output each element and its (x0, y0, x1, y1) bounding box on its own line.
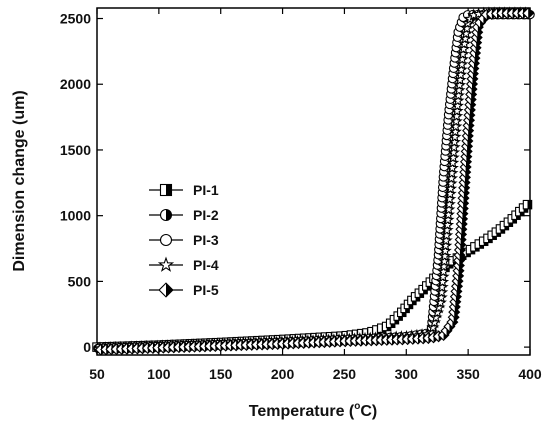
axis-ticks: 50 100 150 200 250 300 350 400 0 500 1000 1500 2000 2… (60, 8, 542, 382)
legend-label: PI-5 (193, 282, 219, 298)
x-tick-label: 200 (271, 366, 295, 382)
plot-frame (96, 7, 531, 356)
marker-diamond-fill (528, 8, 534, 19)
y-tick-label: 500 (68, 273, 92, 289)
legend-label: PI-1 (193, 182, 219, 198)
marker-open-circle (159, 233, 173, 247)
y-tick-label: 1000 (60, 208, 91, 224)
legend-entry: PI-5 (149, 282, 219, 298)
x-tick-label: 350 (456, 366, 480, 382)
legend-marker (159, 183, 173, 197)
marker-square-fill (166, 184, 172, 196)
legend-marker (158, 282, 174, 298)
legend-entry: PI-4 (149, 256, 219, 273)
legend: PI-1 PI-2 PI-3 PI-4 PI-5 (149, 182, 219, 298)
marker-star (157, 256, 175, 272)
x-tick-label: 300 (395, 366, 419, 382)
x-axis-title: Temperature (oC) (249, 401, 378, 420)
y-tick-label: 2000 (60, 76, 91, 92)
legend-entry: PI-3 (149, 232, 219, 248)
y-axis-title: Dimension change (um) (11, 90, 28, 271)
legend-marker (159, 208, 173, 222)
series-layer (92, 6, 535, 356)
x-axis-title-main: Temperature ( (249, 403, 355, 420)
legend-label: PI-3 (193, 232, 219, 248)
marker-diamond-fill (166, 283, 173, 297)
marker-square-fill (527, 200, 532, 209)
data-point (522, 199, 533, 210)
series-pi-5 (94, 7, 535, 356)
x-tick-label: 150 (209, 366, 233, 382)
legend-marker (159, 233, 173, 247)
y-tick-label: 0 (83, 339, 91, 355)
x-tick-label: 50 (89, 366, 105, 382)
legend-label: PI-2 (193, 207, 219, 223)
data-point (522, 7, 535, 20)
x-tick-label: 250 (333, 366, 357, 382)
legend-marker (157, 256, 175, 272)
marker-circle-fill (166, 209, 172, 221)
x-axis-title-unit: C) (360, 403, 377, 420)
x-tick-label: 100 (147, 366, 171, 382)
x-tick-label: 400 (518, 366, 542, 382)
legend-entry: PI-1 (149, 182, 219, 198)
legend-entry: PI-2 (149, 207, 219, 223)
y-tick-label: 1500 (60, 142, 91, 158)
y-tick-label: 2500 (60, 11, 91, 27)
x-axis-title-degree: o (354, 401, 360, 412)
legend-label: PI-4 (193, 257, 219, 273)
